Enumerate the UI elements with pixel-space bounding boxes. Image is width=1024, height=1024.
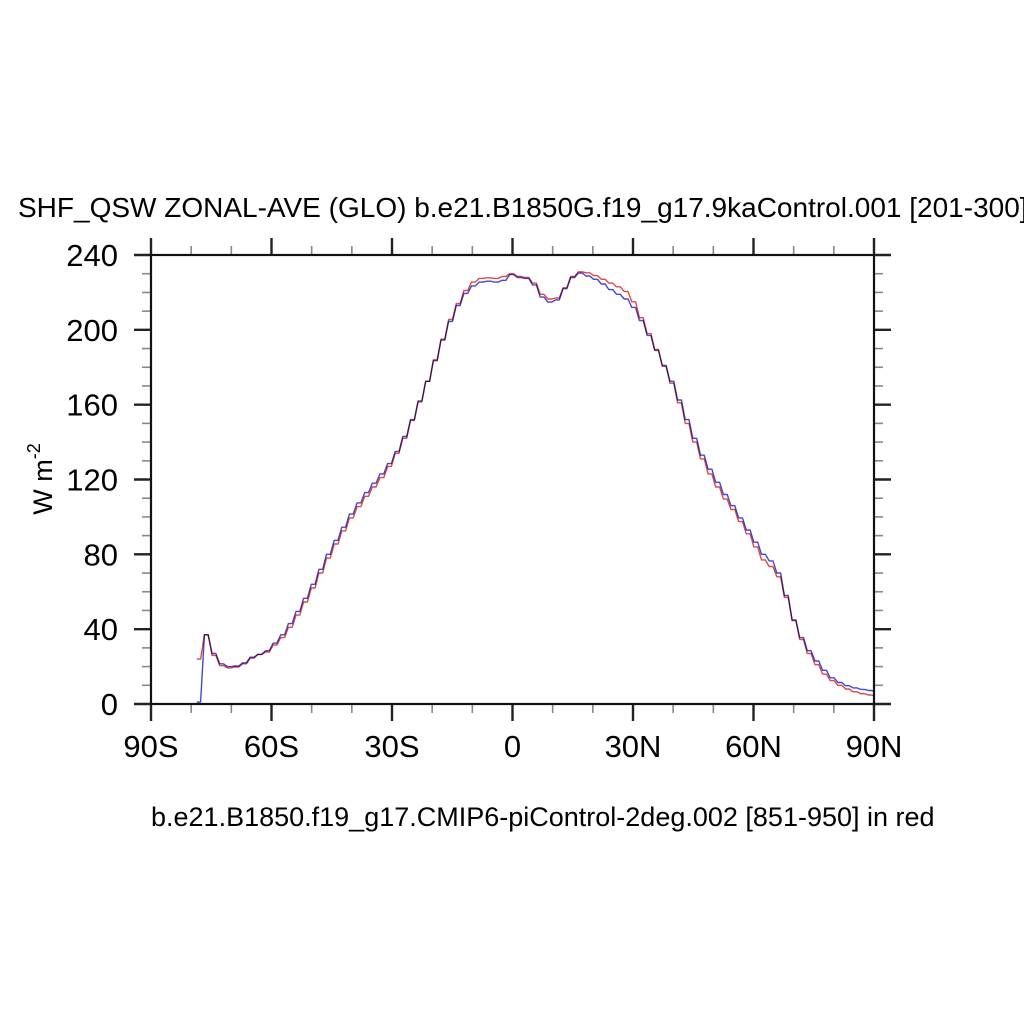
y-tick-label: 160 [66, 388, 118, 423]
plot-title: SHF_QSW ZONAL-AVE (GLO) b.e21.B1850G.f19… [18, 192, 1024, 223]
y-tick-label: 40 [84, 612, 118, 647]
y-tick-label: 200 [66, 313, 118, 348]
series-line-red [196, 271, 875, 697]
x-tick-label: 60S [244, 729, 299, 764]
y-tick-label: 80 [84, 537, 118, 572]
series-line-blue [196, 272, 875, 703]
x-tick-label: 60N [725, 729, 782, 764]
x-tick-label: 0 [504, 729, 521, 764]
y-tick-label: 0 [101, 687, 118, 722]
x-tick-label: 30N [605, 729, 662, 764]
x-tick-label: 90S [123, 729, 178, 764]
y-tick-label: 120 [66, 463, 118, 498]
y-axis-label: W m-2 [24, 443, 58, 515]
x-tick-label: 90N [846, 729, 903, 764]
y-tick-label: 240 [66, 238, 118, 273]
plot-frame [149, 253, 876, 706]
x-tick-label: 30S [364, 729, 419, 764]
plot-subtitle: b.e21.B1850.f19_g17.CMIP6-piControl-2deg… [151, 802, 935, 832]
